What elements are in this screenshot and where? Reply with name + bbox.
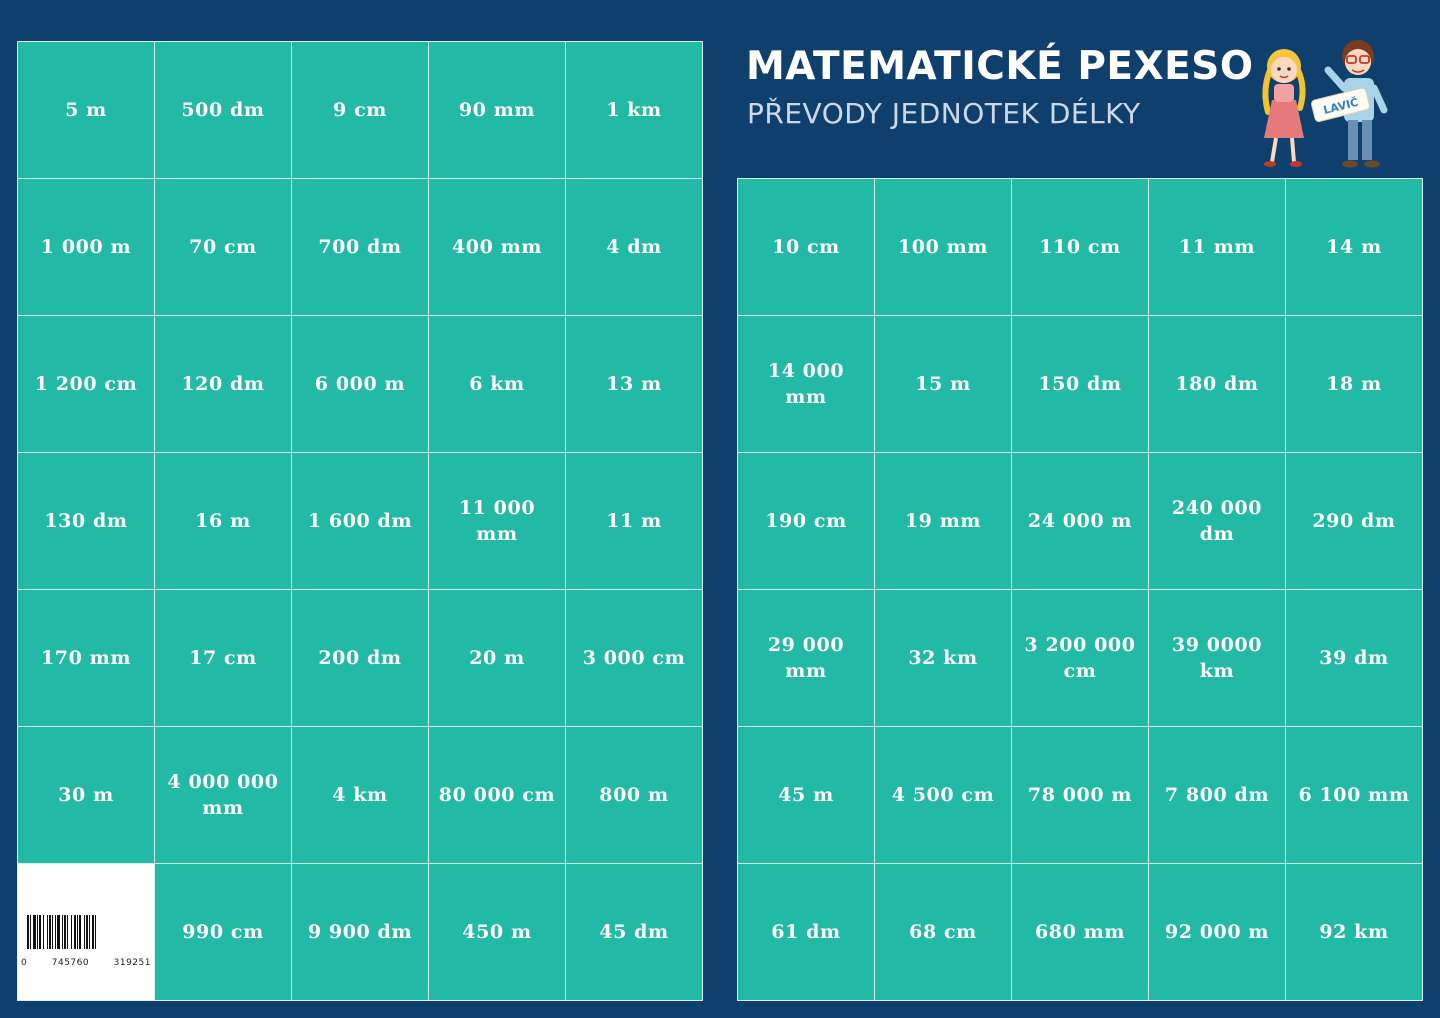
pexeso-card[interactable]: 17 cm xyxy=(155,590,292,727)
left-card-grid: 5 m 500 dm 9 cm 90 mm 1 km 1 000 m 70 cm 700 dm… xyxy=(17,41,703,1001)
pexeso-card[interactable]: 130 dm xyxy=(18,453,155,590)
pexeso-card[interactable]: 400 mm xyxy=(429,179,566,316)
barcode-number: 745760 xyxy=(51,957,90,968)
pexeso-card[interactable]: 45 dm xyxy=(566,864,703,1001)
pexeso-card[interactable]: 800 m xyxy=(566,727,703,864)
pexeso-card[interactable]: 13 m xyxy=(566,316,703,453)
pexeso-card[interactable]: 61 dm xyxy=(738,864,875,1001)
page-title: MATEMATICKÉ PEXESO xyxy=(746,44,1254,89)
pexeso-card[interactable]: 32 km xyxy=(875,590,1012,727)
pexeso-card[interactable]: 78 000 m xyxy=(1012,727,1149,864)
pexeso-card[interactable]: 1 000 m xyxy=(18,179,155,316)
pexeso-card[interactable]: 680 mm xyxy=(1012,864,1149,1001)
pexeso-card[interactable]: 20 m xyxy=(429,590,566,727)
pexeso-card[interactable]: 5 m xyxy=(18,42,155,179)
pexeso-card[interactable]: 6 000 m xyxy=(292,316,429,453)
barcode-number: 319251 xyxy=(113,957,151,968)
pexeso-card[interactable]: 200 dm xyxy=(292,590,429,727)
pexeso-card[interactable]: 700 dm xyxy=(292,179,429,316)
pexeso-card[interactable]: 1 km xyxy=(566,42,703,179)
pexeso-card[interactable]: 92 000 m xyxy=(1149,864,1286,1001)
pexeso-card[interactable]: 14 m xyxy=(1286,179,1423,316)
pexeso-card[interactable]: 1 600 dm xyxy=(292,453,429,590)
pexeso-card[interactable]: 92 km xyxy=(1286,864,1423,1001)
pexeso-card[interactable]: 6 km xyxy=(429,316,566,453)
pexeso-card[interactable]: 170 mm xyxy=(18,590,155,727)
pexeso-card[interactable]: 90 mm xyxy=(429,42,566,179)
pexeso-card[interactable]: 3 200 000 cm xyxy=(1012,590,1149,727)
pexeso-card[interactable]: 14 000 mm xyxy=(738,316,875,453)
pexeso-card[interactable]: 120 dm xyxy=(155,316,292,453)
pexeso-card[interactable]: 15 m xyxy=(875,316,1012,453)
pexeso-card[interactable]: 10 cm xyxy=(738,179,875,316)
barcode-number: 0 xyxy=(21,957,28,968)
pexeso-card[interactable]: 4 dm xyxy=(566,179,703,316)
pexeso-card[interactable]: 68 cm xyxy=(875,864,1012,1001)
pexeso-card[interactable]: 18 m xyxy=(1286,316,1423,453)
pexeso-card[interactable]: 190 cm xyxy=(738,453,875,590)
pexeso-card[interactable]: 500 dm xyxy=(155,42,292,179)
pexeso-card[interactable]: 70 cm xyxy=(155,179,292,316)
pexeso-card[interactable]: 6 100 mm xyxy=(1286,727,1423,864)
pexeso-card[interactable]: 24 000 m xyxy=(1012,453,1149,590)
pexeso-card[interactable]: 450 m xyxy=(429,864,566,1001)
pexeso-card[interactable]: 9 cm xyxy=(292,42,429,179)
pexeso-card[interactable]: 4 km xyxy=(292,727,429,864)
pexeso-card[interactable]: 150 dm xyxy=(1012,316,1149,453)
pexeso-card[interactable]: 19 mm xyxy=(875,453,1012,590)
pexeso-card[interactable]: 30 m xyxy=(18,727,155,864)
pexeso-card[interactable]: 16 m xyxy=(155,453,292,590)
pexeso-card[interactable]: 29 000 mm xyxy=(738,590,875,727)
pexeso-card[interactable]: 9 900 dm xyxy=(292,864,429,1001)
pexeso-card[interactable]: 80 000 cm xyxy=(429,727,566,864)
pexeso-card[interactable]: 45 m xyxy=(738,727,875,864)
kids-mascot-illustration: LAVIČ xyxy=(1262,40,1388,168)
barcode: 0 745760 319251 xyxy=(18,864,155,1001)
barcode-bars xyxy=(27,914,96,949)
pexeso-card[interactable]: 39 0000 km xyxy=(1149,590,1286,727)
pexeso-card[interactable]: 4 500 cm xyxy=(875,727,1012,864)
pexeso-card[interactable]: 4 000 000 mm xyxy=(155,727,292,864)
pexeso-card[interactable]: 3 000 cm xyxy=(566,590,703,727)
pexeso-card[interactable]: 11 mm xyxy=(1149,179,1286,316)
pexeso-card[interactable]: 110 cm xyxy=(1012,179,1149,316)
pexeso-card[interactable]: 11 000 mm xyxy=(429,453,566,590)
pexeso-card[interactable]: 240 000 dm xyxy=(1149,453,1286,590)
pexeso-card[interactable]: 990 cm xyxy=(155,864,292,1001)
pexeso-card[interactable]: 290 dm xyxy=(1286,453,1423,590)
pexeso-card[interactable]: 7 800 dm xyxy=(1149,727,1286,864)
pexeso-card[interactable]: 39 dm xyxy=(1286,590,1423,727)
pexeso-card[interactable]: 180 dm xyxy=(1149,316,1286,453)
pexeso-card[interactable]: 1 200 cm xyxy=(18,316,155,453)
pexeso-card[interactable]: 100 mm xyxy=(875,179,1012,316)
pexeso-card[interactable]: 11 m xyxy=(566,453,703,590)
page-subtitle: PŘEVODY JEDNOTEK DÉLKY xyxy=(747,97,1141,130)
